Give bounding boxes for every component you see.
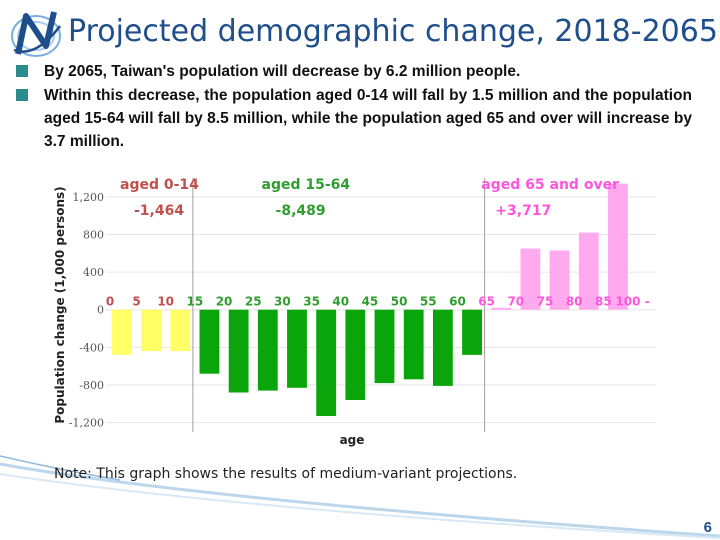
chart-note: Note: This graph shows the results of me… [54,466,518,482]
y-tick-label: 1,200 [73,191,105,204]
x-tick-label: 10 [157,295,174,309]
bar [199,309,220,374]
bullet-list: By 2065, Taiwan's population will decrea… [16,60,692,154]
group-label: aged 15-64 [262,177,351,193]
x-tick-label: 0 [106,295,114,309]
x-tick-label: 30 [274,295,291,309]
bar [608,183,628,310]
bar [228,309,249,393]
page-number: 6 [703,519,712,536]
bar [491,307,512,310]
decorative-swoosh [0,455,720,539]
y-tick-label: 800 [83,228,104,241]
bar [345,309,366,401]
y-axis-label: Population change (1,000 persons) [53,186,67,423]
logo-icon [11,11,61,57]
y-tick-label: -800 [79,379,104,392]
x-tick-label: 50 [391,295,408,309]
group-label: aged 0-14 [120,177,199,193]
x-tick-label: 25 [245,295,262,309]
bar [549,250,570,310]
y-tick-label: 400 [83,266,104,279]
bar [374,309,395,384]
bar [462,309,482,355]
y-tick-label: -400 [79,341,104,354]
page-title: Projected demographic change, 2018-2065 [68,14,718,49]
bar [141,309,162,352]
bar [578,232,599,310]
bullet-text: By 2065, Taiwan's population will decrea… [44,63,521,80]
square-bullet-icon [16,65,28,77]
x-tick-label: 80 [566,295,583,309]
bullet-item: By 2065, Taiwan's population will decrea… [16,60,692,83]
population-change-chart: 1,200 800 400 0 -400 -800 -1,200 0 5 10 15 20 25 30 35… [44,170,672,450]
x-tick-label: 60 [449,295,466,309]
x-tick-label: 100 - [615,295,649,309]
bullet-text: Within this decrease, the population age… [44,87,692,150]
x-tick-label: 40 [332,295,349,309]
x-tick-label: 35 [303,295,320,309]
x-tick-label: 5 [132,295,140,309]
y-tick-label: 0 [97,304,104,317]
x-tick-label: 15 [187,295,204,309]
y-tick-label: -1,200 [69,417,104,430]
group-label: aged 65 and over [481,177,619,193]
bar [316,309,337,417]
group-total-label: -1,464 [134,203,184,219]
group-total-label: -8,489 [276,203,326,219]
x-tick-label: 75 [537,295,554,309]
x-tick-label: 45 [362,295,379,309]
bar [520,248,541,310]
bar [170,309,191,352]
x-tick-label: 85 [595,295,612,309]
group-total-label: +3,717 [495,203,551,219]
bar [287,309,307,388]
bar [112,309,132,355]
bullet-item: Within this decrease, the population age… [16,84,692,153]
x-tick-label: 70 [507,295,524,309]
x-tick-label: 55 [420,295,437,309]
x-axis-label: age [340,433,365,447]
x-tick-label: 65 [478,295,495,309]
bar [257,309,278,391]
square-bullet-icon [16,89,28,101]
bar [403,309,424,380]
x-tick-label: 20 [216,295,233,309]
bar [432,309,453,386]
